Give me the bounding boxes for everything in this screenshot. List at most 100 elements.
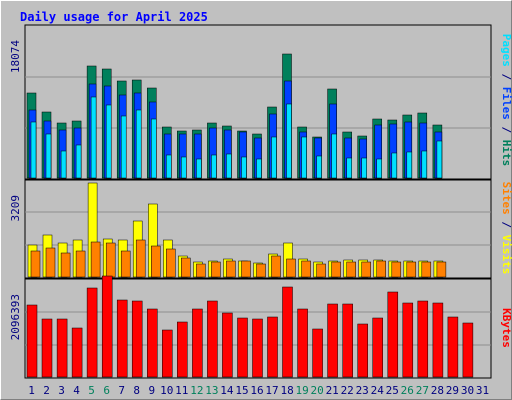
bar-pages-day-5	[90, 96, 97, 179]
bar-pages-day-11	[181, 156, 187, 179]
chart-title: Daily usage for April 2025	[20, 10, 208, 24]
bar-sites-day-27	[421, 261, 432, 278]
bar-sites-day-19	[301, 260, 311, 278]
x-tick-label-day-20: 20	[310, 384, 323, 397]
bar-kbytes-day-26	[402, 302, 414, 378]
x-tick-label-day-26: 26	[401, 384, 414, 397]
bar-kbytes-day-11	[177, 321, 188, 378]
x-tick-label-day-28: 28	[431, 384, 444, 397]
panel-background	[24, 179, 492, 279]
legend-part: Visits	[500, 235, 512, 275]
x-tick-label-day-29: 29	[446, 384, 459, 397]
bar-kbytes-day-25	[387, 291, 399, 378]
bar-kbytes-day-20	[312, 328, 323, 378]
x-tick-label-day-27: 27	[416, 384, 429, 397]
y-max-label: 2096393	[9, 294, 22, 340]
bar-sites-day-4	[75, 250, 86, 278]
x-tick-label-day-8: 8	[133, 384, 140, 397]
bar-kbytes-day-9	[147, 308, 158, 378]
bar-kbytes-day-4	[71, 327, 83, 378]
x-tick-label-day-1: 1	[28, 384, 35, 397]
bar-kbytes-day-10	[162, 329, 173, 378]
bar-sites-day-1	[30, 250, 41, 278]
x-axis-labels: 1 2 3 4 5 6 7 8 9 10 11 12 13 14 15 16 17 18 19 20 21 22 23 24 2…	[28, 384, 489, 397]
bar-sites-day-17	[271, 255, 281, 278]
bar-pages-day-25	[391, 152, 398, 179]
bar-kbytes-day-12	[192, 308, 203, 378]
bar-pages-day-24	[376, 158, 382, 179]
bar-pages-day-16	[256, 158, 262, 179]
x-tick-label-day-18: 18	[280, 384, 293, 397]
x-tick-label-day-9: 9	[148, 384, 155, 397]
bar-sites-day-12	[196, 263, 206, 278]
bar-sites-day-23	[361, 261, 371, 278]
x-tick-label-day-19: 19	[295, 384, 308, 397]
bar-pages-day-22	[346, 157, 352, 179]
bar-pages-day-17	[271, 136, 277, 179]
chart-panels: 18074 Pages / Files / Hits 3209 Sites / Vis…	[9, 24, 512, 379]
bar-pages-day-23	[361, 157, 367, 179]
bar-kbytes-day-22	[342, 303, 353, 378]
bar-pages-day-14	[226, 153, 232, 179]
bar-pages-day-10	[166, 154, 172, 179]
bar-pages-day-20	[316, 155, 322, 179]
x-tick-label-day-11: 11	[175, 384, 188, 397]
x-tick-label-day-13: 13	[205, 384, 218, 397]
bar-pages-day-3	[60, 150, 67, 179]
bar-sites-day-28	[436, 261, 447, 278]
bar-sites-day-16	[256, 263, 266, 278]
x-tick-label-day-5: 5	[88, 384, 95, 397]
bar-sites-day-11	[181, 257, 191, 278]
bar-kbytes-day-8	[131, 300, 143, 378]
bar-pages-day-1	[30, 121, 37, 179]
x-tick-label-day-25: 25	[386, 384, 399, 397]
bar-sites-day-26	[406, 261, 417, 278]
bar-kbytes-day-21	[327, 303, 338, 378]
legend-part: /	[500, 67, 512, 87]
legend-mid: Sites / Visits	[500, 182, 512, 275]
bar-kbytes-day-27	[417, 300, 429, 378]
bar-pages-day-9	[151, 118, 157, 179]
bar-sites-day-10	[166, 248, 176, 278]
x-tick-label-day-16: 16	[250, 384, 263, 397]
legend-part: KBytes	[500, 308, 512, 348]
legend-part: /	[500, 215, 512, 235]
bar-sites-day-25	[391, 261, 402, 278]
x-tick-label-day-4: 4	[73, 384, 80, 397]
bar-pages-day-8	[135, 109, 142, 179]
bar-pages-day-26	[406, 151, 413, 179]
bar-kbytes-day-30	[462, 322, 474, 378]
bar-kbytes-day-18	[282, 286, 293, 378]
bar-sites-day-14	[226, 260, 236, 278]
bar-sites-day-9	[151, 245, 161, 278]
legend-part: /	[500, 120, 512, 140]
bar-pages-day-15	[241, 156, 247, 179]
legend-bot: KBytes	[500, 308, 512, 348]
legend-part: Sites	[500, 182, 512, 215]
bar-kbytes-day-23	[357, 323, 368, 378]
bar-sites-day-5	[90, 241, 101, 278]
bar-sites-day-24	[376, 260, 386, 278]
x-tick-label-day-3: 3	[58, 384, 65, 397]
panel-bot: 2096393 KBytes	[9, 275, 512, 379]
x-tick-label-day-22: 22	[341, 384, 354, 397]
bar-kbytes-day-5	[86, 287, 98, 378]
x-tick-label-day-10: 10	[160, 384, 173, 397]
y-max-label: 3209	[9, 195, 22, 222]
bar-sites-day-20	[316, 263, 326, 278]
bar-sites-day-3	[60, 252, 71, 278]
bar-pages-day-18	[286, 103, 292, 179]
x-tick-label-day-6: 6	[103, 384, 110, 397]
x-tick-label-day-17: 17	[265, 384, 278, 397]
bar-sites-day-13	[211, 261, 221, 278]
bar-sites-day-6	[105, 242, 116, 278]
bar-kbytes-day-2	[41, 318, 53, 378]
x-tick-label-day-12: 12	[190, 384, 203, 397]
bar-kbytes-day-3	[56, 318, 68, 378]
legend-part: Files	[500, 87, 512, 120]
bar-kbytes-day-16	[252, 318, 263, 378]
bar-pages-day-7	[120, 115, 127, 179]
bar-kbytes-day-7	[116, 299, 128, 378]
x-tick-label-day-21: 21	[326, 384, 339, 397]
